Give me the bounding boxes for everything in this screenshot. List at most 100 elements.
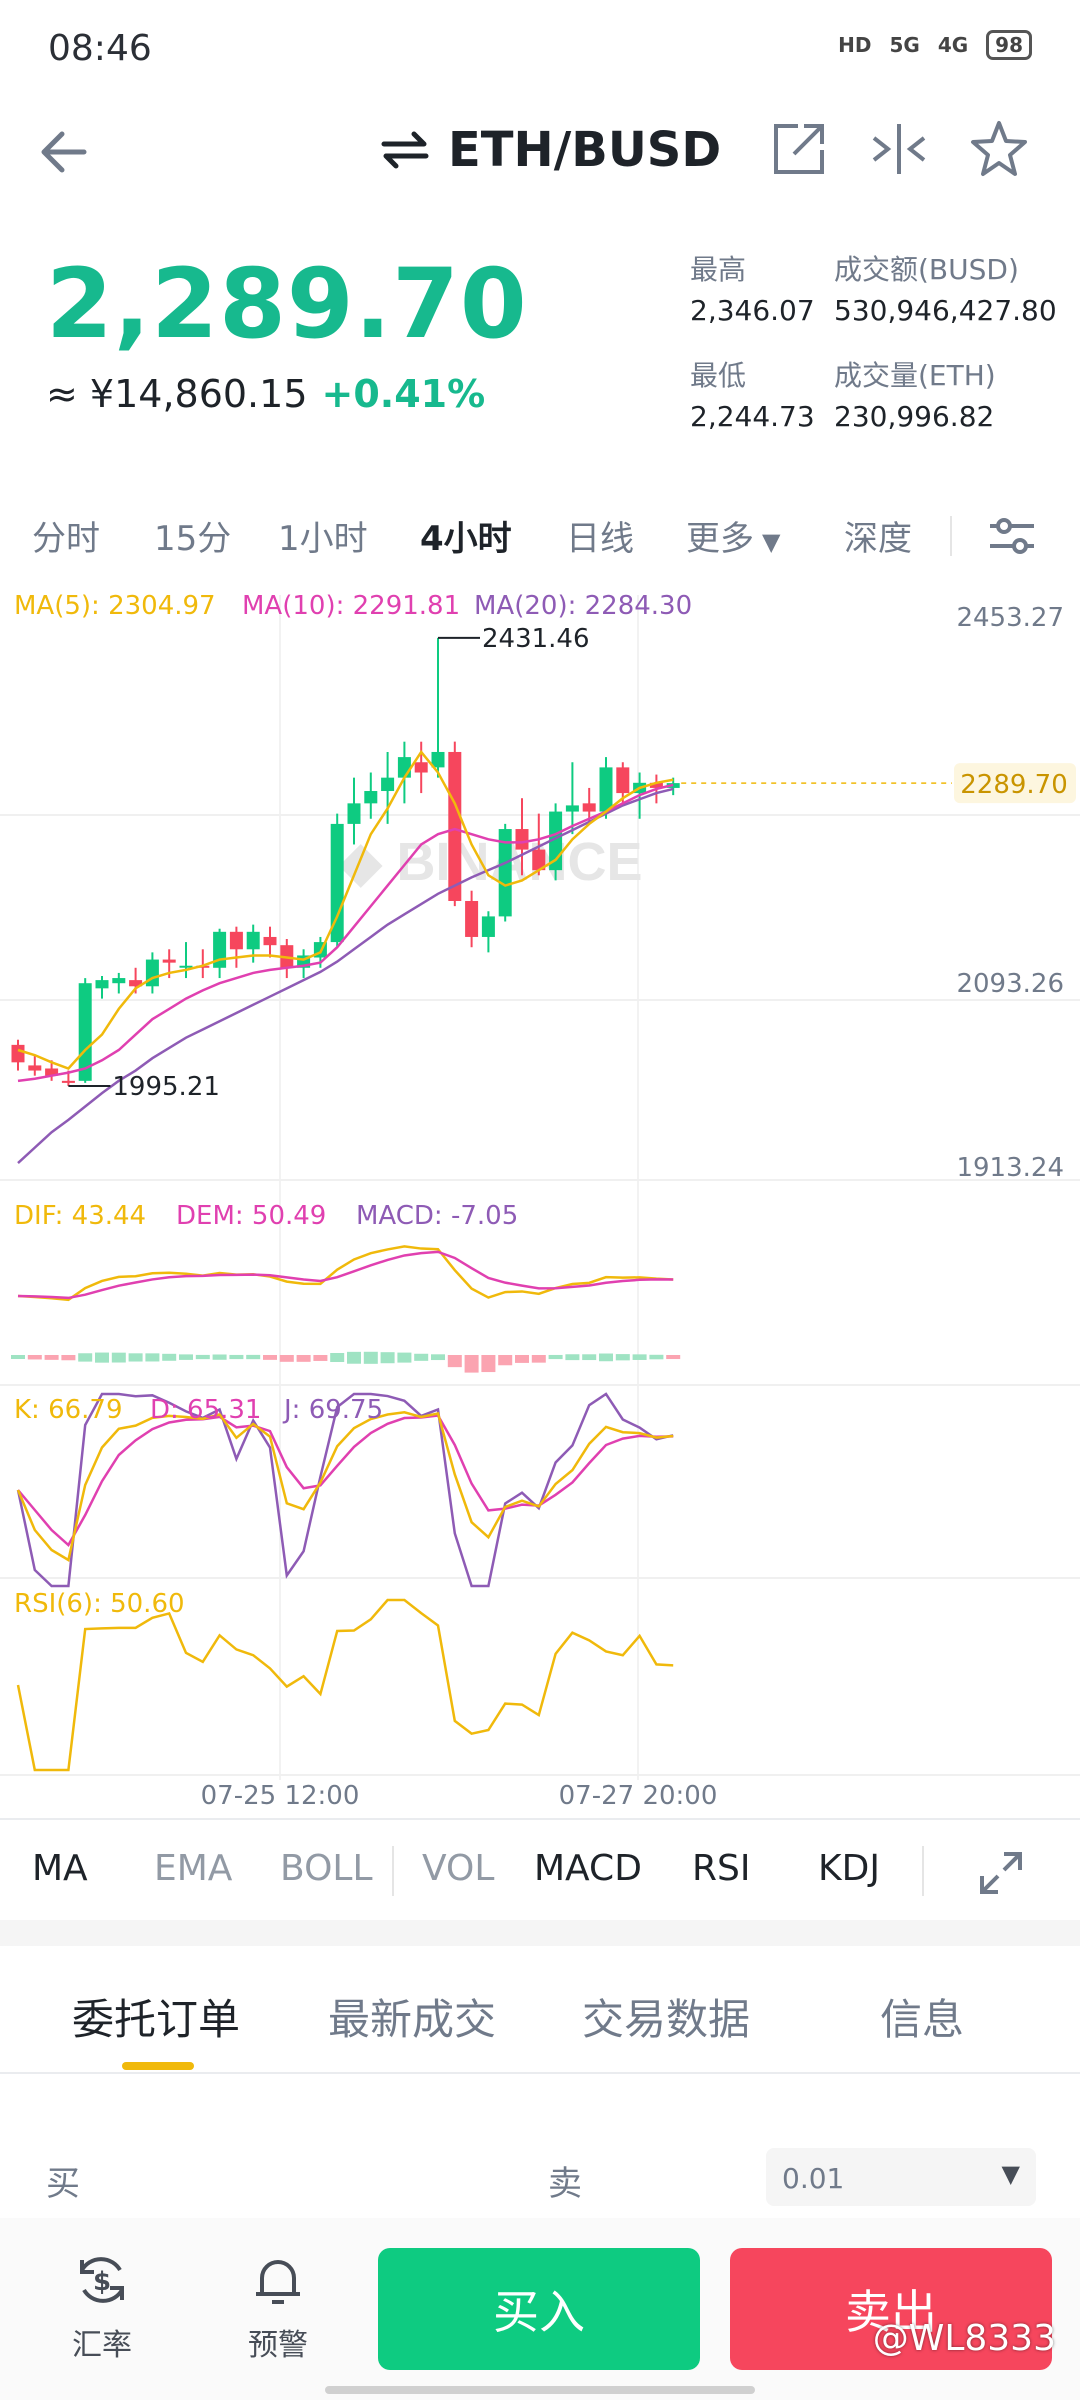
macd-histogram-bar <box>296 1355 311 1362</box>
rsi-line <box>16 1598 674 1772</box>
tab-4h[interactable]: 4小时 <box>420 518 512 559</box>
macd-histogram-bar <box>363 1351 378 1364</box>
divider <box>0 1818 1080 1820</box>
favorite-star-icon[interactable] <box>968 118 1030 180</box>
high-value: 2,346.07 <box>690 294 815 327</box>
tab-more-label: 更多 <box>686 518 754 559</box>
last-price: 2,289.70 <box>46 248 528 360</box>
macd-histogram-bar <box>464 1355 479 1373</box>
kline-chart[interactable]: ◆ BINANCE MA(5): 2304.97 MA(10): 2291.81… <box>0 575 1080 1815</box>
tab-trade-data[interactable]: 交易数据 <box>582 1995 751 2044</box>
macd-histogram-bar <box>61 1355 76 1361</box>
candle-body <box>616 767 630 794</box>
tab-1d[interactable]: 日线 <box>566 518 634 559</box>
candle-body <box>515 829 529 850</box>
candle-body <box>381 777 395 792</box>
d-legend: D: 65.31 <box>150 1395 261 1425</box>
candle-body <box>481 916 495 937</box>
fullscreen-icon[interactable] <box>978 1850 1024 1896</box>
macd-histogram-bar <box>111 1352 126 1363</box>
rsi-legend: RSI(6): 50.60 <box>14 1589 185 1619</box>
dif-legend: DIF: 43.44 <box>14 1201 146 1231</box>
pair-title: ETH/BUSD <box>448 122 722 178</box>
macd-histogram-bar <box>95 1352 109 1363</box>
dif-line <box>17 1245 674 1302</box>
precision-select[interactable]: 0.01 ▼ <box>766 2148 1036 2206</box>
candle-body <box>532 849 546 871</box>
macd-histogram-bar <box>179 1354 193 1360</box>
x-label-1: 07-25 12:00 <box>201 1781 360 1811</box>
macd-histogram-bar <box>162 1353 177 1361</box>
sell-button[interactable]: 卖出 <box>730 2248 1052 2370</box>
swap-icon <box>381 131 429 169</box>
tab-15m[interactable]: 15分 <box>154 518 232 559</box>
candle-body <box>565 805 579 812</box>
section-gap <box>0 1920 1080 1946</box>
back-button[interactable] <box>34 120 98 184</box>
turnover-value: 530,946,427.80 <box>834 294 1057 327</box>
k-legend: K: 66.79 <box>14 1395 123 1425</box>
tab-depth[interactable]: 深度 <box>844 518 912 559</box>
tab-info[interactable]: 信息 <box>880 1995 965 2044</box>
svg-text:$: $ <box>93 2267 111 2297</box>
candle-body <box>364 791 378 804</box>
status-icons: HD 5G 4G 98 <box>838 30 1032 60</box>
min-price-marker: 1995.21 <box>112 1072 220 1102</box>
compare-icon[interactable] <box>868 118 930 180</box>
tab-more[interactable]: 更多 ▼ <box>686 511 780 560</box>
tab-ma[interactable]: MA <box>32 1848 88 1889</box>
buy-button[interactable]: 买入 <box>378 2248 700 2370</box>
macd-histogram-bar <box>548 1354 563 1360</box>
pair-selector[interactable]: ETH/BUSD <box>380 122 721 178</box>
macd-histogram-bar <box>246 1354 261 1360</box>
share-icon[interactable] <box>768 118 830 180</box>
macd-histogram-bar <box>431 1354 445 1361</box>
candle-body <box>448 751 462 901</box>
candle-body <box>397 757 411 778</box>
indicator-tabs: MA EMA BOLL VOL MACD RSI KDJ <box>0 1820 1080 1920</box>
turnover-label: 成交额(BUSD) <box>834 253 1019 286</box>
tab-rsi[interactable]: RSI <box>692 1848 751 1889</box>
sub-indicators <box>11 1245 681 1772</box>
candle-body <box>162 959 176 963</box>
orderbook-buy-label: 买 <box>46 2164 80 2204</box>
macd-histogram-bar <box>649 1354 664 1360</box>
x-label-2: 07-27 20:00 <box>559 1781 718 1811</box>
volume-label: 成交量(ETH) <box>834 359 996 392</box>
tab-vol[interactable]: VOL <box>422 1848 495 1889</box>
candle-body <box>179 965 193 968</box>
macd-histogram-bar <box>11 1355 25 1359</box>
y-label-top: 2453.27 <box>956 603 1064 633</box>
candle-body <box>45 1068 59 1076</box>
divider <box>0 2072 1080 2074</box>
order-tabs: 委托订单 最新成交 交易数据 信息 <box>0 1946 1080 2072</box>
tab-1h[interactable]: 1小时 <box>278 518 368 559</box>
volume-value: 230,996.82 <box>834 400 995 433</box>
candle-body <box>263 936 277 946</box>
tab-kdj[interactable]: KDJ <box>818 1848 880 1889</box>
last-price-tag <box>954 763 1076 804</box>
rate-button[interactable]: $ 汇率 <box>50 2248 154 2364</box>
macd-histogram-bar <box>128 1353 143 1362</box>
candle-body <box>61 1080 75 1083</box>
tab-macd[interactable]: MACD <box>534 1848 642 1889</box>
low-value: 2,244.73 <box>690 400 815 433</box>
j-line <box>16 1392 674 1588</box>
caret-down-icon: ▼ <box>1001 2160 1020 2188</box>
j-legend: J: 69.75 <box>282 1395 383 1425</box>
candle-body <box>414 762 428 773</box>
max-price-marker: 2431.46 <box>482 624 590 654</box>
caret-down-icon: ▼ <box>762 527 781 556</box>
last-price-tag-label: 2289.70 <box>960 770 1068 800</box>
candle-body <box>95 980 109 989</box>
chart-settings-icon[interactable] <box>986 512 1038 560</box>
candle-body <box>330 823 344 943</box>
alert-button[interactable]: 预警 <box>226 2248 330 2364</box>
tab-boll[interactable]: BOLL <box>280 1848 373 1889</box>
candle-body <box>347 803 361 824</box>
tab-open-orders[interactable]: 委托订单 <box>72 1995 241 2044</box>
tab-ema[interactable]: EMA <box>154 1848 233 1889</box>
tab-latest-trades[interactable]: 最新成交 <box>328 1995 497 2044</box>
tab-timeshare[interactable]: 分时 <box>32 518 100 559</box>
macd-histogram-bar <box>212 1354 227 1360</box>
